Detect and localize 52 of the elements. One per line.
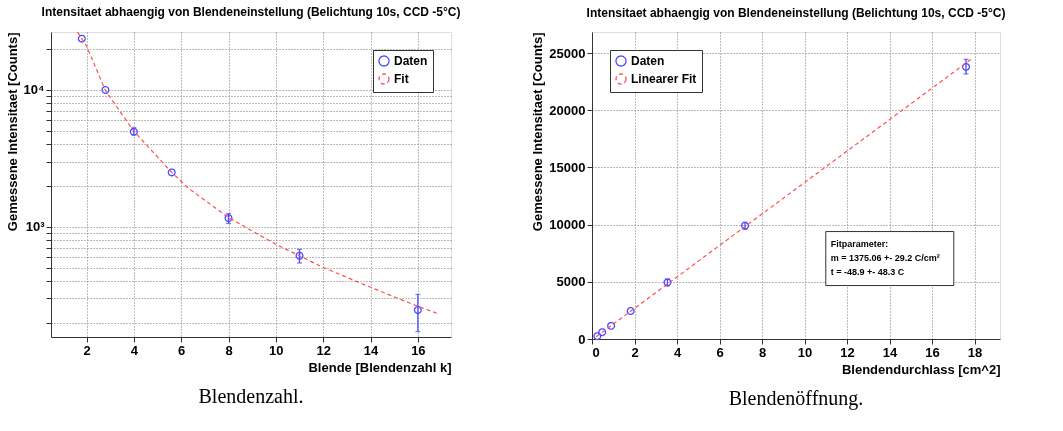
point	[413, 306, 422, 315]
point	[598, 328, 607, 337]
x-tick-label: 2	[83, 342, 91, 358]
point	[607, 321, 616, 330]
point	[626, 306, 635, 315]
y-tick-label: 25000	[549, 45, 586, 61]
point	[593, 332, 602, 341]
y-tick-label: 0	[578, 331, 586, 347]
annotation: m = 1375.06 +- 29.2 C/cm²	[830, 252, 940, 263]
chart-title: Intensitaet abhaengig von Blendeneinstellung (Belichtung 10s, CCD -5°C)	[41, 5, 461, 20]
legend-label: Daten	[631, 54, 665, 68]
y-tick-label: 10³	[25, 219, 46, 235]
x-tick-label: 18	[967, 344, 983, 360]
point	[101, 85, 110, 94]
point	[962, 62, 970, 71]
legend-label: Linearer Fit	[631, 72, 697, 86]
text: Blendenöffnung.	[728, 387, 864, 410]
x-tick-label: 10	[797, 344, 813, 360]
x-tick-label: 4	[130, 342, 139, 358]
x-tick-label: 12	[840, 344, 855, 360]
x-tick-label: 16	[925, 344, 940, 360]
x-tick-label: 8	[758, 344, 767, 360]
line-series	[76, 31, 438, 314]
legend-label: Daten	[394, 54, 428, 68]
y-tick-label: 10000	[549, 217, 586, 233]
legend-label: Fit	[394, 72, 409, 86]
x-tick-label: 6	[716, 344, 724, 360]
x-tick-label: 0	[592, 344, 600, 360]
x-tick-label: 6	[178, 342, 186, 358]
text: Blendenzahl.	[198, 385, 304, 407]
y-axis-title: Gemessene Intensitaet [Counts]	[530, 32, 546, 232]
y-tick-label: 10⁴	[23, 82, 45, 98]
y-tick-label: 5000	[556, 274, 586, 290]
annotation: t = -48.9 +- 48.3 C	[830, 266, 905, 277]
x-tick-label: 4	[673, 344, 682, 360]
x-tick-label: 10	[269, 342, 284, 358]
x-tick-label: 16	[411, 342, 426, 358]
point	[295, 251, 304, 260]
x-tick-label: 12	[316, 342, 331, 358]
x-tick-label: 14	[363, 342, 380, 358]
x-tick-label: 8	[225, 342, 233, 358]
x-tick-label: 14	[882, 344, 898, 360]
x-axis-title: Blende [Blendenzahl k]	[308, 359, 452, 375]
x-axis-title: Blendendurchlass [cm^2]	[841, 361, 1001, 377]
point	[77, 34, 86, 43]
annotation: Fitparameter:	[830, 238, 889, 249]
y-tick-label: 20000	[549, 102, 586, 118]
y-tick-label: 15000	[549, 159, 586, 175]
y-axis-title: Gemessene Intensitaet [Counts]	[4, 32, 20, 232]
point	[167, 168, 176, 177]
x-tick-label: 2	[631, 344, 639, 360]
chart-title: Intensitaet abhaengig von Blendeneinstellung (Belichtung 10s, CCD -5°C)	[586, 6, 1006, 20]
